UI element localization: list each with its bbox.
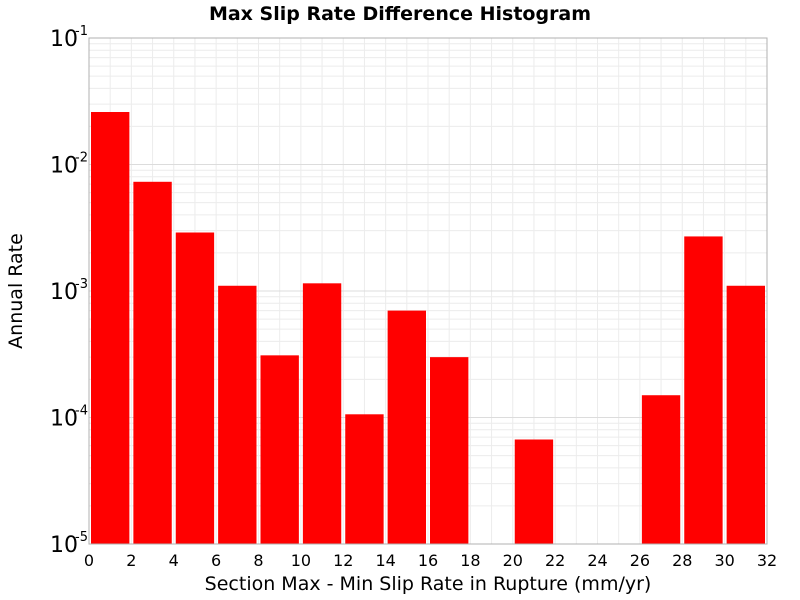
y-tick-base: 10 (50, 280, 78, 305)
y-tick-exponent: -2 (75, 151, 88, 166)
bar (514, 439, 554, 544)
y-tick-exponent: -1 (75, 24, 88, 39)
x-tick-label: 30 (714, 551, 734, 570)
y-tick-base: 10 (50, 154, 78, 179)
bar (218, 285, 257, 544)
x-tick-label: 0 (84, 551, 94, 570)
chart-title: Max Slip Rate Difference Histogram (209, 3, 591, 25)
y-tick-label: 10-2 (50, 151, 88, 179)
x-tick-label: 16 (418, 551, 438, 570)
bar (430, 357, 469, 544)
bar (387, 310, 426, 544)
x-tick-label: 22 (545, 551, 565, 570)
x-tick-label: 20 (503, 551, 523, 570)
bar (726, 285, 765, 544)
x-tick-label: 14 (375, 551, 395, 570)
y-tick-base: 10 (50, 27, 78, 52)
x-tick-label: 26 (630, 551, 650, 570)
x-tick-label: 2 (126, 551, 136, 570)
bar (175, 232, 215, 544)
y-tick-exponent: -5 (75, 530, 88, 545)
y-tick-label: 10-5 (50, 530, 88, 558)
bar (302, 283, 342, 544)
x-tick-label: 32 (757, 551, 777, 570)
x-tick-label: 10 (291, 551, 311, 570)
y-tick-exponent: -3 (75, 277, 88, 292)
x-tick-label: 28 (672, 551, 692, 570)
bar (641, 395, 681, 544)
x-tick-label: 4 (169, 551, 179, 570)
y-tick-label: 10-1 (50, 24, 88, 52)
y-tick-base: 10 (50, 407, 78, 432)
y-tick-base: 10 (50, 533, 78, 558)
bar (684, 236, 723, 544)
x-tick-labels: 0 2 4 6 8 10 12 14 16 18 20 22 24 26 28 30 32 (84, 551, 777, 570)
bar (345, 414, 384, 544)
x-tick-label: 8 (253, 551, 263, 570)
x-tick-label: 12 (333, 551, 353, 570)
y-tick-exponent: -4 (75, 404, 88, 419)
x-axis-label: Section Max - Min Slip Rate in Rupture (… (205, 573, 652, 595)
x-tick-label: 24 (587, 551, 607, 570)
plot-border (88, 37, 768, 545)
x-tick-label: 6 (211, 551, 221, 570)
x-tick-label: 18 (460, 551, 480, 570)
y-tick-labels: 10-510-410-310-210-1 (50, 24, 88, 558)
bars (91, 112, 765, 545)
y-tick-label: 10-4 (50, 404, 88, 432)
y-tick-label: 10-3 (50, 277, 88, 305)
bar (133, 181, 172, 544)
y-axis-label: Annual Rate (5, 233, 27, 349)
bar (91, 112, 130, 545)
bar (260, 355, 299, 544)
